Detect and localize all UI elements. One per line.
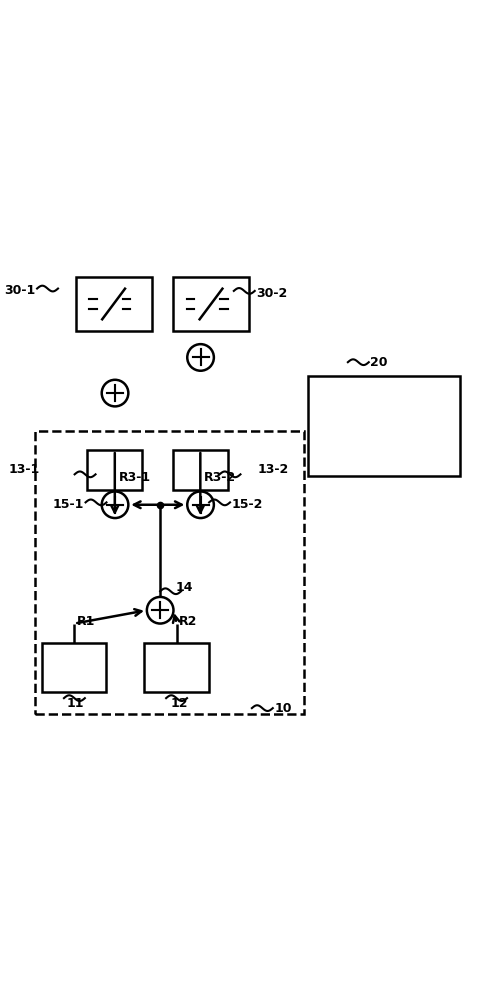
Text: R1: R1 [77,615,95,628]
Text: 30-2: 30-2 [256,287,287,300]
Text: 15-1: 15-1 [53,498,84,511]
Bar [35,431,303,714]
Circle shape [187,491,213,518]
Text: R3-2: R3-2 [203,471,236,484]
Text: R3-1: R3-1 [119,471,150,484]
Bar [76,277,151,331]
Bar [42,643,106,692]
Bar [308,376,460,476]
Text: 20: 20 [369,356,387,369]
Bar [144,643,208,692]
Circle shape [102,380,128,406]
Text: R2: R2 [179,615,197,628]
Text: 13-1: 13-1 [9,463,40,476]
Text: 10: 10 [274,702,291,715]
Bar [173,450,227,490]
Text: 13-2: 13-2 [257,463,288,476]
Bar [87,450,142,490]
Circle shape [146,597,173,624]
Text: 12: 12 [170,697,187,710]
Circle shape [187,344,213,371]
Bar [173,277,248,331]
Text: 30-1: 30-1 [4,284,36,297]
Text: 15-2: 15-2 [231,498,262,511]
Text: 14: 14 [175,581,192,594]
Text: 11: 11 [67,697,84,710]
Circle shape [102,491,128,518]
